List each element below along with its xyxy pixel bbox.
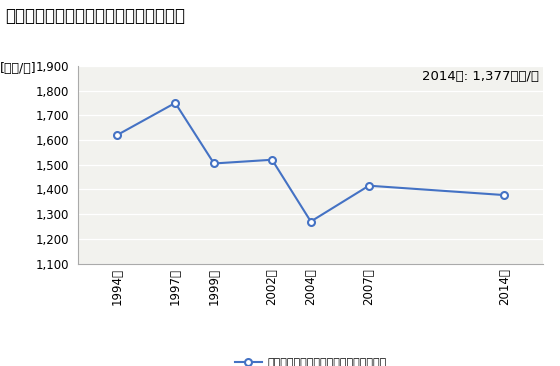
商業の従業者一人当たり年間商品販売額 bbox=[211, 161, 217, 166]
商業の従業者一人当たり年間商品販売額 bbox=[269, 157, 276, 162]
Line: 商業の従業者一人当たり年間商品販売額: 商業の従業者一人当たり年間商品販売額 bbox=[114, 100, 508, 225]
商業の従業者一人当たり年間商品販売額 bbox=[172, 101, 179, 105]
商業の従業者一人当たり年間商品販売額 bbox=[307, 219, 314, 224]
Y-axis label: [万円/人]: [万円/人] bbox=[0, 62, 36, 75]
商業の従業者一人当たり年間商品販売額 bbox=[114, 133, 120, 137]
Text: 商業の従業者一人当たり年間商品販売額: 商業の従業者一人当たり年間商品販売額 bbox=[6, 7, 185, 25]
商業の従業者一人当たり年間商品販売額 bbox=[501, 193, 508, 197]
商業の従業者一人当たり年間商品販売額 bbox=[366, 183, 372, 188]
Legend: 商業の従業者一人当たり年間商品販売額: 商業の従業者一人当たり年間商品販売額 bbox=[230, 354, 391, 366]
Text: 2014年: 1,377万円/人: 2014年: 1,377万円/人 bbox=[422, 70, 539, 83]
